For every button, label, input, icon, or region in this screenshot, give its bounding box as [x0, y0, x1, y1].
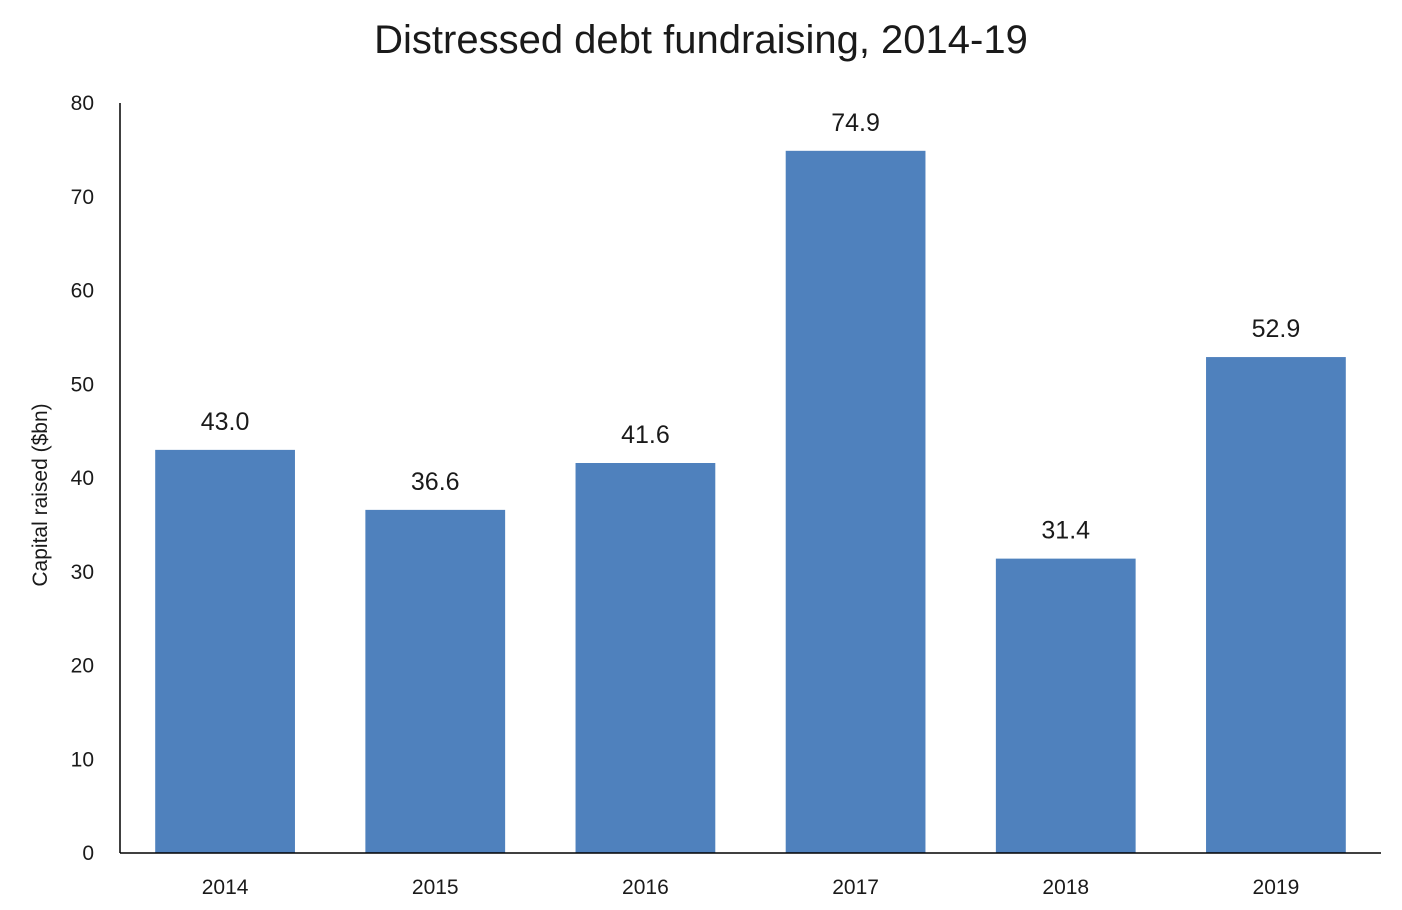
x-tick-label: 2016 — [622, 876, 669, 899]
y-tick-label: 60 — [71, 280, 94, 303]
y-tick-label: 30 — [71, 561, 94, 584]
x-tick-label: 2015 — [412, 876, 459, 899]
data-labels-group: 43.0 36.6 41.6 74.9 31.4 52.9 — [201, 109, 1301, 545]
x-tick-label: 2019 — [1253, 876, 1300, 899]
y-tick-label: 80 — [71, 92, 94, 115]
bar — [995, 558, 1136, 853]
y-tick-label: 40 — [71, 467, 94, 490]
bars-group — [155, 150, 1346, 853]
bar — [785, 150, 926, 853]
bar — [155, 449, 295, 853]
data-label: 52.9 — [1252, 315, 1301, 343]
x-tick-label: 2017 — [832, 876, 879, 899]
y-axis-ticks: 0 10 20 30 40 50 60 70 80 — [71, 92, 94, 865]
data-label: 41.6 — [621, 421, 670, 449]
data-label: 43.0 — [201, 408, 250, 436]
y-tick-label: 10 — [71, 748, 94, 771]
y-tick-label: 70 — [71, 186, 94, 209]
x-tick-label: 2014 — [202, 876, 249, 899]
y-tick-label: 20 — [71, 655, 94, 678]
chart-title: Distressed debt fundraising, 2014-19 — [374, 18, 1028, 62]
y-tick-label: 0 — [82, 842, 94, 865]
bar — [365, 509, 506, 853]
x-tick-label: 2018 — [1042, 876, 1089, 899]
data-label: 36.6 — [411, 468, 460, 496]
x-axis-ticks: 2014 2015 2016 2017 2018 2019 — [202, 876, 1300, 899]
data-label: 74.9 — [831, 109, 880, 137]
bar — [575, 463, 716, 853]
bar — [1206, 357, 1346, 853]
y-axis-title: Capital raised ($bn) — [29, 403, 52, 586]
data-label: 31.4 — [1041, 517, 1090, 545]
y-tick-label: 50 — [71, 373, 94, 396]
